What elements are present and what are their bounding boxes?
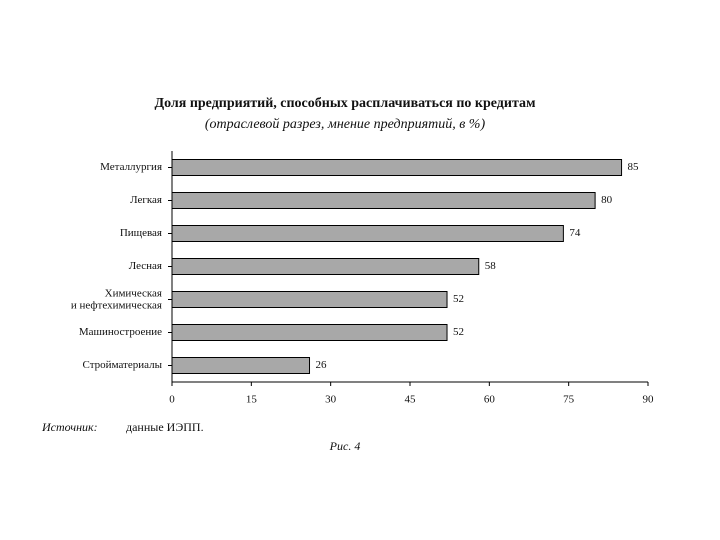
value-label: 74 <box>569 227 581 239</box>
chart-subtitle: (отраслевой разрез, мнение предприятий, … <box>205 117 486 132</box>
y-tick-label: Легкая <box>130 194 162 206</box>
bar <box>171 192 596 209</box>
chart-title: Доля предприятий, способных расплачивать… <box>154 96 536 111</box>
x-tick-label: 60 <box>484 394 496 406</box>
x-tick-label: 30 <box>325 394 337 406</box>
bar <box>171 291 448 308</box>
value-label: 52 <box>453 326 464 338</box>
bar <box>171 258 480 275</box>
source-label: Источник: <box>41 420 98 434</box>
x-tick-label: 75 <box>563 394 575 406</box>
y-tick-label: Стройматериалы <box>83 359 163 371</box>
value-label: 52 <box>453 293 464 305</box>
bar <box>171 324 448 341</box>
value-label: 26 <box>316 359 328 371</box>
figure-caption: Рис. 4 <box>329 439 361 453</box>
x-tick-label: 90 <box>643 394 655 406</box>
y-tick-label: Машиностроение <box>79 326 162 338</box>
y-tick-label: Химическая и нефтехимическая <box>71 287 162 311</box>
value-label: 58 <box>485 260 497 272</box>
bar <box>171 357 311 374</box>
y-tick-label: Пищевая <box>120 227 162 239</box>
bar <box>171 159 623 176</box>
value-label: 85 <box>628 161 640 173</box>
y-tick-label: Металлургия <box>100 161 162 173</box>
source-text: данные ИЭПП. <box>126 420 204 434</box>
bar <box>171 225 564 242</box>
x-tick-label: 45 <box>405 394 417 406</box>
y-tick-label: Лесная <box>129 260 162 272</box>
x-tick-label: 0 <box>169 394 175 406</box>
x-tick-label: 15 <box>246 394 258 406</box>
value-label: 80 <box>601 194 613 206</box>
